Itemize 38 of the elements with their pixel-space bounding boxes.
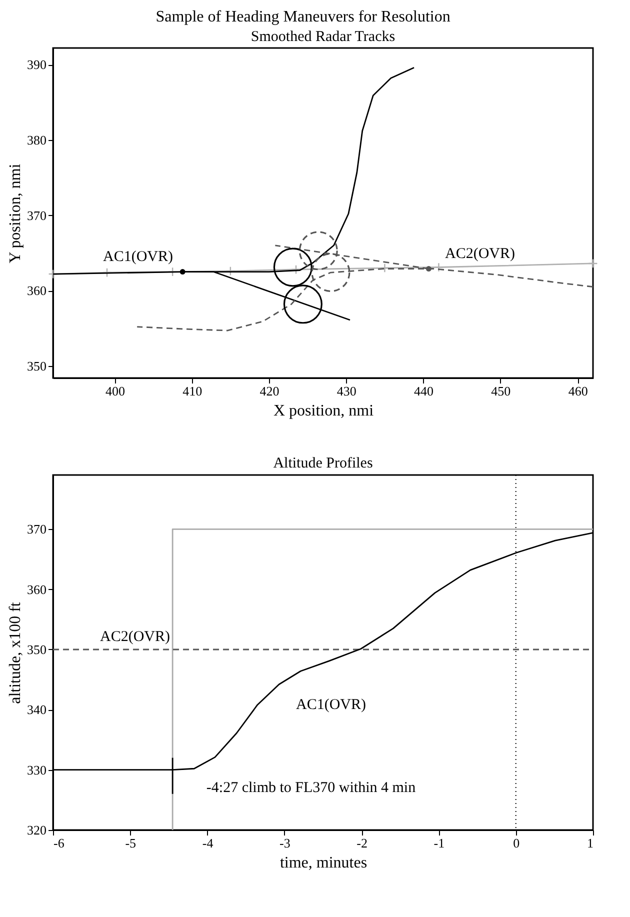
x-tick-label: -2 [356, 836, 368, 850]
y-tick-label: 350 [27, 358, 46, 374]
annotation: AC2(OVR) [445, 246, 515, 262]
chart-title: Sample of Heading Maneuvers for Resolution [156, 8, 450, 26]
chart-title: Altitude Profiles [273, 456, 373, 472]
x-tick-label: 400 [105, 384, 125, 398]
y-tick-label: 320 [27, 822, 46, 838]
x-tick-label: 460 [568, 384, 588, 398]
annotation: AC1(OVR) [296, 697, 366, 713]
y-tick-label: 330 [27, 762, 46, 778]
y-axis-title: Y position, nmi [7, 163, 24, 264]
x-tick-label: 0 [513, 836, 520, 850]
annotation: AC2(OVR) [100, 629, 170, 645]
annotation: AC1(OVR) [103, 249, 173, 265]
x-tick-label: -3 [280, 836, 290, 850]
y-tick-label: 360 [27, 582, 46, 597]
x-tick-label: -1 [434, 836, 445, 850]
y-tick-label: 390 [27, 57, 46, 72]
chart-subtitle: Smoothed Radar Tracks [250, 29, 396, 45]
y-tick-label: 370 [27, 522, 46, 537]
y-axis-title: altitude, x100 ft [7, 602, 24, 704]
x-tick-label: 430 [336, 384, 356, 398]
x-tick-label: 450 [491, 384, 511, 398]
x-tick-label: 410 [182, 384, 202, 398]
y-tick-label: 380 [27, 132, 46, 148]
x-axis-title: time, minutes [280, 854, 368, 872]
y-tick-label: 350 [27, 642, 46, 657]
annotation: -4:27 climb to FL370 within 4 min [206, 780, 416, 796]
y-tick-label: 370 [27, 208, 46, 223]
x-tick-label: -6 [54, 836, 65, 850]
x-tick-label: 420 [260, 384, 280, 398]
x-tick-label: -4 [202, 836, 214, 850]
y-tick-label: 340 [27, 702, 46, 718]
y-tick-label: 360 [27, 283, 46, 298]
x-tick-label: 440 [414, 384, 434, 398]
x-tick-label: -5 [125, 836, 136, 850]
x-tick-label: 1 [587, 836, 594, 850]
x-axis-title: X position, nmi [273, 402, 374, 420]
